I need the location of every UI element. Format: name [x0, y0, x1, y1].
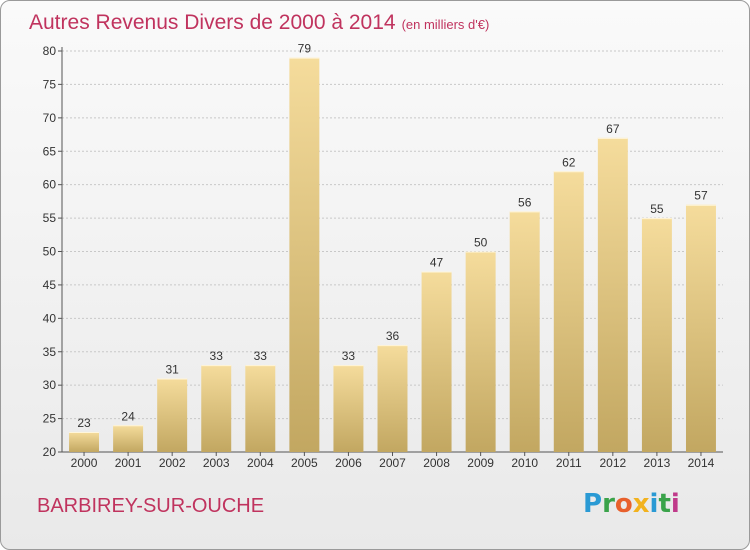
bar [69, 431, 100, 452]
x-tick-label: 2000 [71, 456, 98, 470]
bar [377, 345, 408, 452]
x-tick-label: 2006 [335, 456, 362, 470]
y-tick-label: 70 [43, 111, 57, 125]
bar [597, 137, 628, 452]
bar [201, 365, 232, 452]
data-label: 55 [650, 202, 664, 216]
x-tick-label: 2009 [467, 456, 494, 470]
y-tick-label: 50 [43, 245, 57, 259]
y-tick-label: 25 [43, 412, 57, 426]
y-tick-label: 20 [43, 445, 57, 459]
bars [69, 57, 716, 453]
x-tick-label: 2014 [688, 456, 715, 470]
x-tick-label: 2011 [556, 456, 582, 470]
x-tick-label: 2004 [247, 456, 274, 470]
bar [245, 365, 276, 452]
x-tick-label: 2001 [115, 456, 142, 470]
data-label: 50 [474, 236, 488, 250]
bar [113, 425, 144, 452]
bar [465, 251, 496, 452]
x-tick-label: 2002 [159, 456, 186, 470]
y-tick-label: 75 [43, 77, 57, 91]
y-tick-label: 80 [43, 44, 57, 58]
chart-unit: (en milliers d'€) [401, 17, 490, 32]
bar [509, 211, 540, 452]
x-tick-label: 2012 [599, 456, 626, 470]
commune-name: BARBIREY-SUR-OUCHE [37, 495, 265, 517]
x-tick-label: 2013 [644, 456, 671, 470]
x-tick-label: 2010 [511, 456, 538, 470]
bar [641, 218, 672, 452]
y-tick-label: 60 [43, 178, 57, 192]
chart-title: Autres Revenus Divers de 2000 à 2014 (en … [29, 11, 489, 35]
x-tick-label: 2003 [203, 456, 230, 470]
x-tick-label: 2008 [423, 456, 450, 470]
chart-title-text: Autres Revenus Divers de 2000 à 2014 [29, 11, 396, 34]
data-label: 62 [562, 155, 576, 169]
y-tick-label: 55 [43, 211, 57, 225]
logo-letter: t [658, 489, 671, 519]
y-tick-label: 30 [43, 378, 57, 392]
data-label: 57 [694, 189, 708, 203]
y-tick-label: 35 [43, 345, 57, 359]
data-label: 33 [254, 349, 268, 363]
proxiti-logo[interactable]: Proxiti [583, 489, 680, 519]
bar [421, 271, 452, 452]
logo-letter: i [649, 489, 659, 519]
data-label: 33 [210, 349, 224, 363]
logo-letter: P [583, 489, 603, 519]
axes: 20 25 30 35 40 45 50 55 60 65 70 75 80 2000 2001 2002 20… [43, 44, 723, 470]
data-label: 33 [342, 349, 356, 363]
bar [157, 378, 188, 452]
data-label: 31 [165, 362, 179, 376]
data-labels: 23 24 31 33 33 79 33 36 47 50 56 62 67 55 57 [77, 42, 708, 430]
data-label: 47 [430, 256, 444, 270]
y-tick-label: 65 [43, 144, 57, 158]
y-tick-label: 45 [43, 278, 57, 292]
logo-letter: r [602, 489, 615, 519]
logo-letter: x [632, 489, 650, 519]
x-tick-label: 2007 [379, 456, 406, 470]
y-tick-label: 40 [43, 311, 57, 325]
data-label: 56 [518, 195, 532, 209]
data-label: 36 [386, 329, 400, 343]
logo-letter: i [670, 489, 680, 519]
bar [685, 204, 716, 452]
data-label: 24 [121, 409, 135, 423]
x-tick-label: 2005 [291, 456, 318, 470]
bar [333, 365, 364, 452]
data-label: 23 [77, 416, 91, 430]
bar [289, 57, 320, 452]
bar [553, 171, 584, 453]
logo-letter: o [614, 489, 633, 519]
data-label: 79 [298, 42, 312, 56]
data-label: 67 [606, 122, 620, 136]
